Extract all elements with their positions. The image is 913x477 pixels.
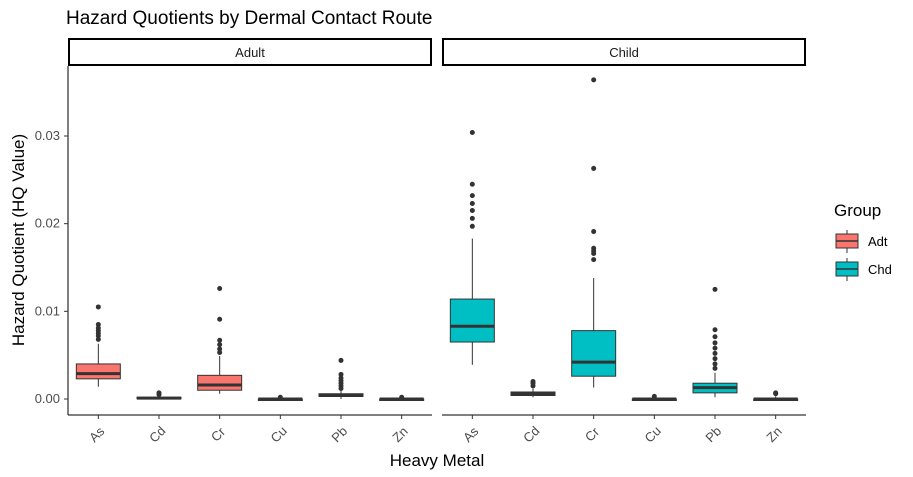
x-tick-label: Cr xyxy=(582,424,603,445)
outlier-point xyxy=(530,378,536,384)
outlier-point xyxy=(469,223,475,229)
outlier-point xyxy=(469,129,475,135)
box-body xyxy=(449,298,495,343)
box-adt-zn xyxy=(379,394,425,401)
y-tick-label: 0.03 xyxy=(35,128,60,143)
facet-strip-label: Adult xyxy=(235,45,265,60)
legend-label-chd: Chd xyxy=(868,262,892,277)
outlier-point xyxy=(591,257,597,263)
outlier-point xyxy=(591,245,597,251)
box-chd-pb xyxy=(692,286,738,398)
x-tick-label: Zn xyxy=(763,424,784,445)
outlier-point xyxy=(277,394,283,400)
outlier-point xyxy=(712,365,718,371)
outlier-point xyxy=(469,215,475,221)
outlier-point xyxy=(469,201,475,207)
outlier-point xyxy=(712,340,718,346)
box-adt-cd xyxy=(136,390,182,400)
legend-title: Group xyxy=(834,201,881,220)
x-tick-label: As xyxy=(460,423,482,445)
outlier-point xyxy=(95,321,101,327)
outlier-point xyxy=(591,165,597,171)
y-tick-label: 0.01 xyxy=(35,303,60,318)
outlier-point xyxy=(469,193,475,199)
outlier-point xyxy=(156,390,162,396)
outlier-point xyxy=(217,286,223,292)
outlier-point xyxy=(712,361,718,367)
outlier-point xyxy=(712,334,718,340)
outlier-point xyxy=(95,304,101,310)
outlier-point xyxy=(338,375,344,381)
outlier-point xyxy=(773,390,779,396)
x-tick-label: Cd xyxy=(146,423,168,445)
box-chd-cd xyxy=(510,378,556,398)
legend: Group Adt Chd xyxy=(834,201,892,281)
facet-strip xyxy=(442,38,806,66)
x-tick-label: Pb xyxy=(702,423,724,445)
outlier-point xyxy=(712,356,718,362)
outlier-point xyxy=(399,394,405,400)
outlier-point xyxy=(95,336,101,342)
x-tick-label: Zn xyxy=(389,424,410,445)
outlier-point xyxy=(217,350,223,356)
x-tick-label: Cr xyxy=(208,424,229,445)
outlier-point xyxy=(217,316,223,322)
outlier-point xyxy=(217,342,223,348)
box-body xyxy=(197,374,243,391)
outlier-point xyxy=(591,77,597,83)
y-tick-label: 0.00 xyxy=(35,391,60,406)
outlier-point xyxy=(591,229,597,235)
chart-title: Hazard Quotients by Dermal Contact Route xyxy=(66,8,432,29)
box-body xyxy=(571,330,617,377)
box-chd-zn xyxy=(753,390,799,401)
outlier-point xyxy=(217,337,223,343)
legend-label-adt: Adt xyxy=(868,234,888,249)
facet-strip-label: Child xyxy=(609,45,639,60)
outlier-point xyxy=(712,345,718,351)
x-tick-label: As xyxy=(86,423,108,445)
outlier-point xyxy=(217,346,223,352)
box-body xyxy=(75,363,121,380)
box-chd-cr xyxy=(571,77,617,388)
outlier-point xyxy=(95,325,101,331)
outlier-point xyxy=(651,393,657,399)
box-adt-cu xyxy=(257,394,303,401)
outlier-point xyxy=(338,357,344,363)
facet-strip xyxy=(68,38,432,66)
x-tick-label: Pb xyxy=(328,423,350,445)
outlier-point xyxy=(469,208,475,214)
outlier-point xyxy=(712,286,718,292)
x-tick-label: Cu xyxy=(642,423,664,445)
box-chd-as xyxy=(449,129,495,365)
outlier-point xyxy=(712,327,718,333)
y-axis-title: Hazard Quotient (HQ Value) xyxy=(9,134,28,346)
box-chd-cu xyxy=(631,393,677,401)
outlier-point xyxy=(338,371,344,377)
x-tick-label: Cd xyxy=(520,423,542,445)
outlier-point xyxy=(469,181,475,187)
outlier-point xyxy=(712,350,718,356)
box-adt-as xyxy=(75,304,121,387)
box-adt-cr xyxy=(197,286,243,394)
box-adt-pb xyxy=(318,357,364,399)
x-tick-label: Cu xyxy=(268,423,290,445)
y-tick-label: 0.02 xyxy=(35,216,60,231)
x-axis-title: Heavy Metal xyxy=(390,451,484,470)
